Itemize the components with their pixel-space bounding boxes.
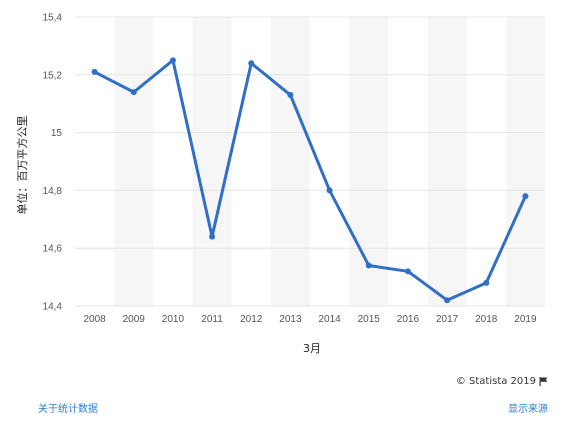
statista-credit: © Statista 2019 xyxy=(456,376,548,387)
x-tick-label: 2012 xyxy=(240,314,263,325)
data-point[interactable] xyxy=(287,92,294,99)
x-tick-label: 2010 xyxy=(162,314,185,325)
data-point[interactable] xyxy=(169,57,176,64)
y-tick-label: 14,8 xyxy=(43,186,63,197)
column-band xyxy=(192,17,232,306)
x-tick-label: 2017 xyxy=(436,314,459,325)
data-point[interactable] xyxy=(365,262,372,269)
data-point[interactable] xyxy=(483,279,490,286)
x-axis-ticks: 2008 2009 2010 2011 2012 2013 2014 2015 2016 2017… xyxy=(83,314,537,325)
about-statistics-link[interactable]: 关于统计数据 xyxy=(38,404,98,415)
series-line xyxy=(93,58,527,302)
y-tick-label: 14,4 xyxy=(43,302,63,313)
gridlines xyxy=(75,16,545,307)
data-point[interactable] xyxy=(91,68,98,75)
show-source-link[interactable]: 显示来源 xyxy=(508,404,548,415)
x-tick-label: 2016 xyxy=(397,314,420,325)
y-tick-label: 14,6 xyxy=(43,244,63,255)
data-point[interactable] xyxy=(522,193,529,200)
y-axis-ticks: 14,4 14,6 14,8 15 15,2 15,4 xyxy=(43,13,63,313)
x-tick-label: 2015 xyxy=(358,314,381,325)
flag-icon[interactable] xyxy=(539,377,548,386)
x-tick-label: 2008 xyxy=(83,314,106,325)
data-point[interactable] xyxy=(130,89,137,96)
x-axis-title: 3月 xyxy=(303,342,321,355)
x-tick-label: 2018 xyxy=(475,314,498,325)
column-band xyxy=(270,17,310,306)
credit-text: © Statista 2019 xyxy=(455,376,536,387)
data-points xyxy=(91,57,529,304)
column-band xyxy=(505,17,545,306)
x-tick-label: 2013 xyxy=(279,314,302,325)
column-band xyxy=(349,17,389,306)
y-tick-label: 15,2 xyxy=(43,70,63,81)
x-tick-label: 2019 xyxy=(514,314,537,325)
data-point[interactable] xyxy=(248,60,255,67)
column-band xyxy=(114,17,154,306)
data-point[interactable] xyxy=(326,187,333,194)
data-point[interactable] xyxy=(404,268,411,275)
y-axis-title: 单位：百万平方公里 xyxy=(15,116,29,215)
x-tick-label: 2011 xyxy=(201,314,223,325)
data-point[interactable] xyxy=(209,233,216,240)
y-tick-label: 15 xyxy=(51,128,63,139)
column-bands xyxy=(114,17,545,306)
x-tick-label: 2009 xyxy=(123,314,146,325)
x-tick-label: 2014 xyxy=(318,314,341,325)
data-point[interactable] xyxy=(444,297,451,304)
y-tick-label: 15,4 xyxy=(43,13,63,24)
column-band xyxy=(427,17,467,306)
